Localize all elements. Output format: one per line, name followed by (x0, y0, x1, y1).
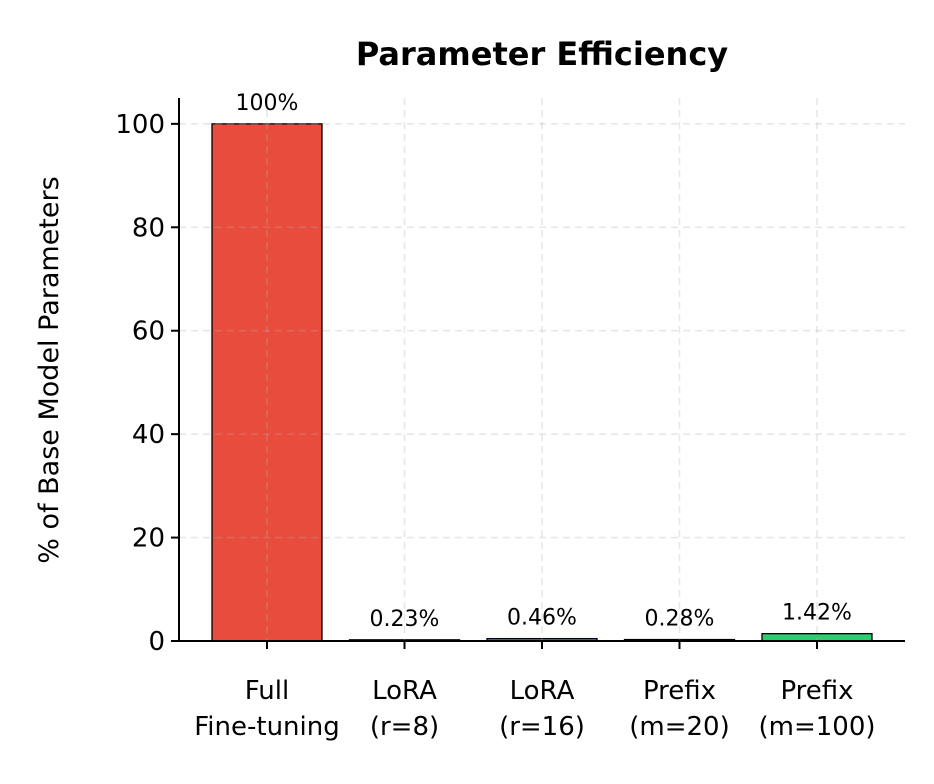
y-tick-label: 100 (115, 110, 165, 140)
y-tick-label: 0 (148, 627, 165, 657)
axes: 0 20 40 60 80 100 Full Fine-tuning LoRA (r=8) LoRA… (115, 98, 905, 742)
data-label: 0.46% (507, 606, 577, 631)
x-tick-label: (m=20) (629, 712, 729, 742)
data-labels: 100% 0.23% 0.46% 0.28% 1.42% (236, 91, 852, 632)
data-label: 1.42% (782, 601, 852, 626)
y-tick-label: 40 (132, 420, 165, 450)
bar (211, 123, 323, 642)
y-tick-label: 60 (132, 317, 165, 347)
x-tick-label: Fine-tuning (194, 712, 340, 742)
x-tick-label: LoRA (510, 676, 575, 706)
x-tick-label: Prefix (780, 676, 853, 706)
x-tick-label: (m=100) (758, 712, 875, 742)
data-label: 0.28% (645, 607, 715, 632)
x-tick-label: LoRA (372, 676, 437, 706)
x-tick-label: (r=16) (499, 712, 585, 742)
bars (211, 123, 873, 642)
data-label: 100% (236, 91, 299, 116)
gridlines (179, 98, 905, 642)
y-tick-label: 80 (132, 213, 165, 243)
y-axis-label: % of Base Model Parameters (34, 176, 65, 563)
chart-title: Parameter Efficiency (356, 35, 728, 73)
data-label: 0.23% (370, 607, 440, 632)
x-tick-label: Full (245, 676, 289, 706)
x-tick-label: Prefix (643, 676, 716, 706)
y-tick-label: 20 (132, 524, 165, 554)
x-tick-label: (r=8) (370, 712, 439, 742)
